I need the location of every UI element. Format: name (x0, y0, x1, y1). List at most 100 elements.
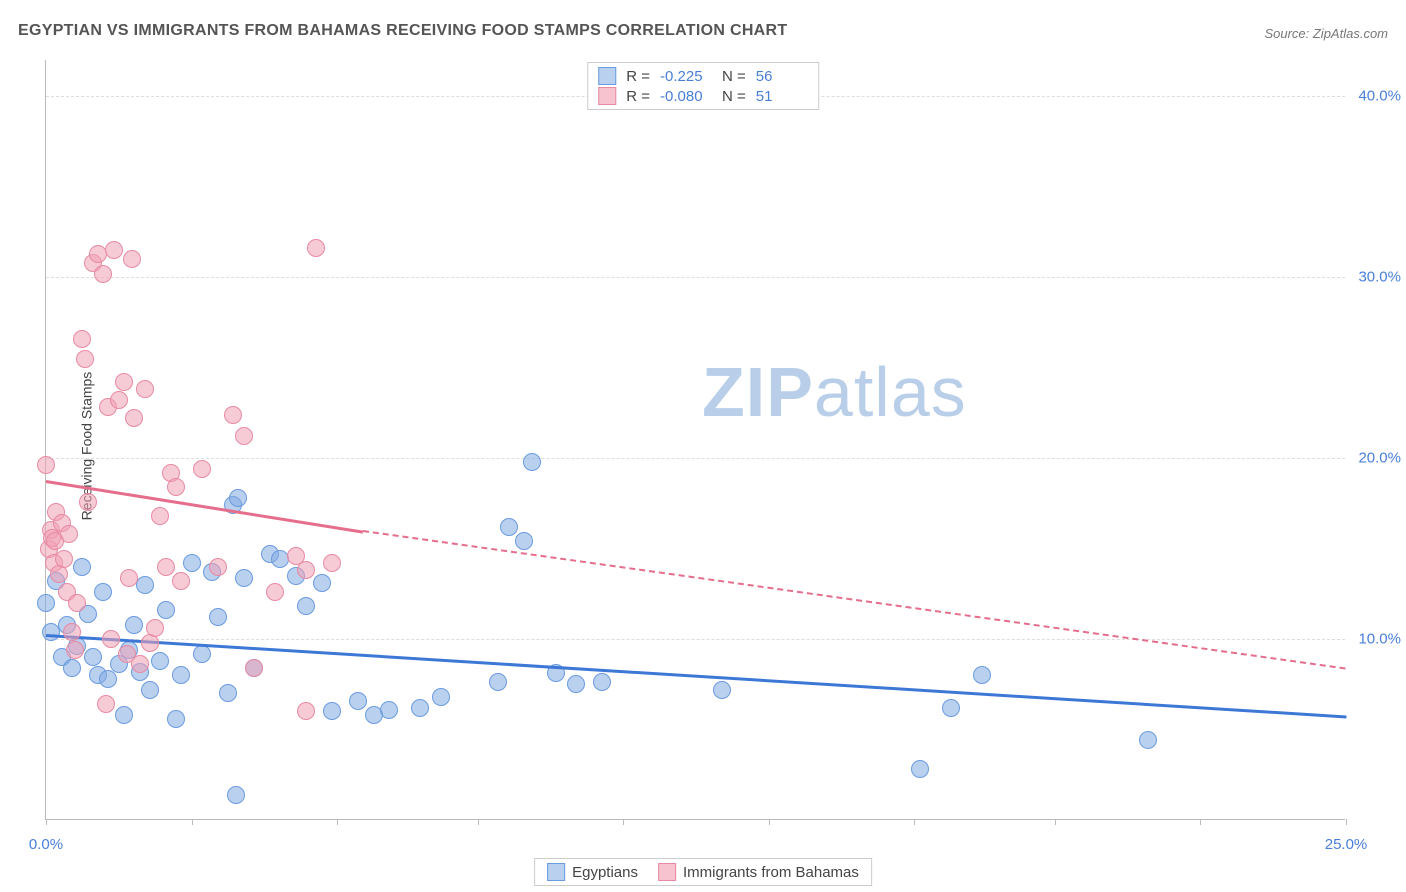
scatter-point (911, 760, 929, 778)
scatter-point (323, 554, 341, 572)
legend-label-1: Immigrants from Bahamas (683, 864, 859, 881)
scatter-point (313, 574, 331, 592)
watermark: ZIPatlas (702, 352, 967, 432)
scatter-point (297, 597, 315, 615)
scatter-point (183, 554, 201, 572)
x-tick (337, 819, 338, 825)
scatter-point (167, 710, 185, 728)
watermark-zip: ZIP (702, 353, 814, 431)
x-tick-label: 25.0% (1325, 836, 1368, 853)
stats-legend: R = -0.225 N = 56 R = -0.080 N = 51 (587, 62, 819, 110)
scatter-point (235, 427, 253, 445)
scatter-point (37, 594, 55, 612)
scatter-point (593, 673, 611, 691)
r-label: R = (626, 88, 650, 105)
scatter-point (97, 695, 115, 713)
n-label: N = (722, 88, 746, 105)
scatter-point (157, 558, 175, 576)
scatter-point (411, 699, 429, 717)
scatter-point (432, 688, 450, 706)
y-tick-label: 10.0% (1358, 631, 1401, 648)
scatter-point (136, 576, 154, 594)
n-label: N = (722, 68, 746, 85)
scatter-point (125, 409, 143, 427)
x-tick (1346, 819, 1347, 825)
swatch-series-0 (547, 863, 565, 881)
scatter-point (60, 525, 78, 543)
scatter-point (55, 550, 73, 568)
x-tick (623, 819, 624, 825)
n-value-1: 51 (756, 88, 808, 105)
x-tick (1055, 819, 1056, 825)
scatter-point (167, 478, 185, 496)
scatter-point (229, 489, 247, 507)
gridline (46, 277, 1345, 278)
legend-item-0: Egyptians (547, 863, 638, 881)
scatter-point (172, 572, 190, 590)
scatter-point (349, 692, 367, 710)
trendline (363, 530, 1346, 670)
scatter-point (172, 666, 190, 684)
legend-label-0: Egyptians (572, 864, 638, 881)
scatter-point (136, 380, 154, 398)
legend-item-1: Immigrants from Bahamas (658, 863, 859, 881)
scatter-point (76, 350, 94, 368)
x-tick (1200, 819, 1201, 825)
scatter-point (515, 532, 533, 550)
n-value-0: 56 (756, 68, 808, 85)
scatter-point (297, 702, 315, 720)
plot-area: ZIPatlas 10.0%20.0%30.0%40.0%0.0%25.0% (45, 60, 1345, 820)
x-tick (769, 819, 770, 825)
r-value-1: -0.080 (660, 88, 712, 105)
scatter-point (115, 373, 133, 391)
gridline (46, 458, 1345, 459)
scatter-point (157, 601, 175, 619)
scatter-point (146, 619, 164, 637)
r-label: R = (626, 68, 650, 85)
stats-row-1: R = -0.080 N = 51 (598, 86, 808, 106)
y-tick-label: 20.0% (1358, 450, 1401, 467)
scatter-point (245, 659, 263, 677)
scatter-point (125, 616, 143, 634)
swatch-series-0 (598, 67, 616, 85)
scatter-point (942, 699, 960, 717)
scatter-point (37, 456, 55, 474)
scatter-point (193, 460, 211, 478)
chart-container: EGYPTIAN VS IMMIGRANTS FROM BAHAMAS RECE… (0, 0, 1406, 892)
scatter-point (110, 391, 128, 409)
scatter-point (79, 493, 97, 511)
x-tick (478, 819, 479, 825)
scatter-point (209, 558, 227, 576)
scatter-point (973, 666, 991, 684)
scatter-point (219, 684, 237, 702)
scatter-point (489, 673, 507, 691)
scatter-point (323, 702, 341, 720)
stats-row-0: R = -0.225 N = 56 (598, 66, 808, 86)
x-tick (46, 819, 47, 825)
scatter-point (209, 608, 227, 626)
chart-title: EGYPTIAN VS IMMIGRANTS FROM BAHAMAS RECE… (18, 22, 787, 40)
scatter-point (380, 701, 398, 719)
scatter-point (1139, 731, 1157, 749)
x-tick-label: 0.0% (29, 836, 63, 853)
scatter-point (523, 453, 541, 471)
scatter-point (500, 518, 518, 536)
scatter-point (307, 239, 325, 257)
scatter-point (73, 330, 91, 348)
x-tick (914, 819, 915, 825)
x-tick (192, 819, 193, 825)
scatter-point (567, 675, 585, 693)
scatter-point (68, 594, 86, 612)
swatch-series-1 (598, 87, 616, 105)
trendline (46, 634, 1346, 718)
scatter-point (94, 583, 112, 601)
y-tick-label: 40.0% (1358, 88, 1401, 105)
scatter-point (94, 265, 112, 283)
scatter-point (115, 706, 133, 724)
scatter-point (131, 655, 149, 673)
scatter-point (105, 241, 123, 259)
y-tick-label: 30.0% (1358, 269, 1401, 286)
scatter-point (151, 652, 169, 670)
swatch-series-1 (658, 863, 676, 881)
watermark-atlas: atlas (814, 353, 967, 431)
